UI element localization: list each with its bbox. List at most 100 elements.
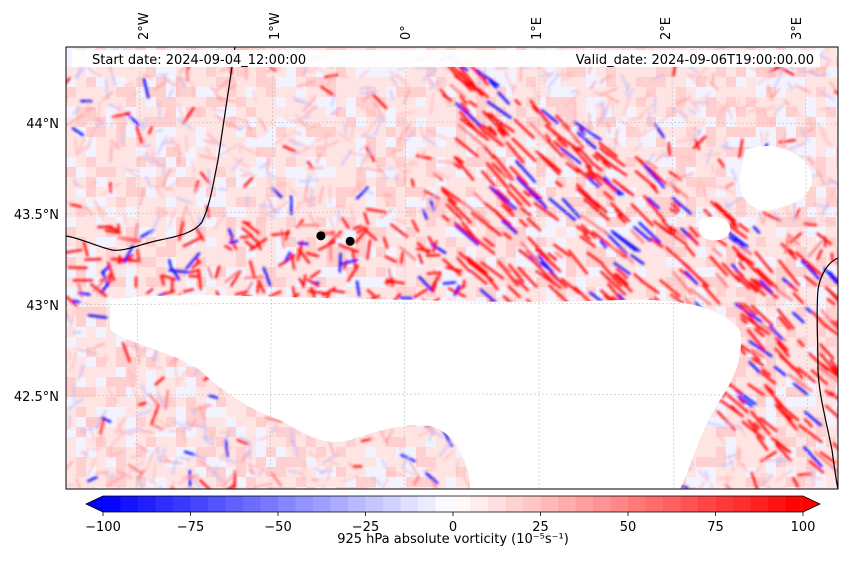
- vorticity-streak: [599, 270, 627, 296]
- field-cell: [466, 107, 476, 117]
- field-cell: [96, 97, 106, 107]
- field-cell: [476, 117, 486, 127]
- vorticity-streak: [667, 141, 671, 157]
- field-cell: [796, 107, 806, 117]
- field-cell: [316, 67, 326, 77]
- field-cell: [696, 77, 706, 87]
- field-cell: [206, 457, 216, 467]
- field-cell: [736, 127, 746, 137]
- field-cell: [196, 137, 206, 147]
- vorticity-streak: [436, 160, 455, 164]
- field-cell: [376, 87, 386, 97]
- field-cell: [66, 397, 76, 407]
- field-cell: [286, 267, 296, 277]
- field-cell: [386, 187, 396, 197]
- field-cell: [766, 87, 776, 97]
- field-cell: [186, 387, 196, 397]
- field-cell: [396, 197, 406, 207]
- field-cell: [556, 197, 566, 207]
- vorticity-streak: [66, 200, 73, 205]
- vorticity-streak: [85, 419, 97, 422]
- field-cell: [176, 467, 186, 477]
- field-cell: [406, 67, 416, 77]
- field-cell: [206, 417, 216, 427]
- field-cell: [536, 77, 546, 87]
- field-cell: [796, 457, 806, 467]
- field-cell: [806, 357, 816, 367]
- field-cell: [346, 77, 356, 87]
- field-cell: [276, 127, 286, 137]
- vorticity-streak: [807, 240, 823, 258]
- field-cell: [766, 317, 776, 327]
- vorticity-streak: [355, 181, 364, 194]
- field-cell: [786, 337, 796, 347]
- field-cell: [76, 197, 86, 207]
- field-cell: [346, 267, 356, 277]
- field-cell: [196, 97, 206, 107]
- vorticity-streak: [246, 468, 254, 475]
- vorticity-streak: [150, 423, 165, 431]
- vorticity-streak: [452, 161, 462, 170]
- vorticity-streak: [253, 90, 257, 101]
- field-cell: [196, 387, 206, 397]
- vorticity-streak: [188, 269, 199, 274]
- field-cell: [506, 127, 516, 137]
- field-cell: [346, 197, 356, 207]
- field-cell: [396, 157, 406, 167]
- field-cell: [166, 147, 176, 157]
- field-cell: [546, 287, 556, 297]
- field-cell: [366, 97, 376, 107]
- field-cell: [456, 477, 466, 487]
- field-cell: [796, 387, 806, 397]
- field-cell: [456, 487, 466, 489]
- vorticity-streak: [123, 82, 134, 88]
- field-cell: [446, 127, 456, 137]
- field-cell: [276, 157, 286, 167]
- field-cell: [166, 227, 176, 237]
- field-cell: [636, 117, 646, 127]
- vorticity-streak: [350, 184, 360, 196]
- vorticity-streak: [742, 302, 757, 316]
- field-cell: [766, 347, 776, 357]
- field-cell: [236, 187, 246, 197]
- vorticity-streak: [231, 157, 244, 172]
- field-cell: [76, 267, 86, 277]
- field-cell: [816, 407, 826, 417]
- field-cell: [236, 97, 246, 107]
- field-cell: [286, 247, 296, 257]
- field-cell: [456, 227, 466, 237]
- field-cell: [116, 237, 126, 247]
- field-cell: [496, 217, 506, 227]
- field-cell: [676, 247, 686, 257]
- vorticity-streak: [630, 203, 654, 227]
- field-cell: [316, 107, 326, 117]
- vorticity-streak: [776, 341, 790, 358]
- field-cell: [666, 217, 676, 227]
- field-cell: [176, 387, 186, 397]
- field-cell: [576, 207, 586, 217]
- vorticity-streak: [219, 430, 228, 434]
- vorticity-streak: [350, 123, 355, 138]
- field-cell: [656, 177, 666, 187]
- field-cell: [126, 187, 136, 197]
- field-cell: [316, 487, 326, 489]
- vorticity-streak: [774, 403, 793, 423]
- vorticity-streak: [391, 154, 402, 172]
- field-cell: [76, 127, 86, 137]
- field-cell: [776, 387, 786, 397]
- field-cell: [836, 197, 838, 207]
- field-cell: [526, 177, 536, 187]
- field-cell: [836, 487, 838, 489]
- field-cell: [486, 227, 496, 237]
- field-cell: [406, 447, 416, 457]
- field-cell: [326, 277, 336, 287]
- field-cell: [86, 447, 96, 457]
- field-cell: [66, 487, 76, 489]
- field-cell: [276, 447, 286, 457]
- vorticity-streak: [639, 279, 660, 294]
- vorticity-streak: [305, 178, 319, 182]
- field-cell: [236, 477, 246, 487]
- vorticity-streak: [774, 336, 789, 352]
- field-cell: [226, 147, 236, 157]
- field-cell: [676, 177, 686, 187]
